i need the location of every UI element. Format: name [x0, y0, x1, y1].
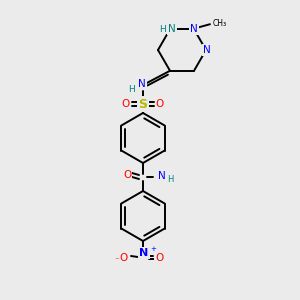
Text: N: N [140, 248, 148, 258]
Text: N: N [190, 24, 198, 34]
Text: N: N [158, 171, 166, 181]
Text: N: N [138, 79, 146, 89]
Text: H: H [167, 176, 173, 184]
Text: O: O [155, 253, 163, 263]
Text: ⁻: ⁻ [115, 256, 119, 266]
Text: +: + [150, 246, 156, 252]
Text: CH₃: CH₃ [213, 19, 227, 28]
Text: O: O [122, 99, 130, 109]
Text: H: H [128, 85, 135, 94]
Text: N: N [168, 24, 176, 34]
Text: O: O [156, 99, 164, 109]
Text: H: H [159, 25, 166, 34]
Text: O: O [120, 253, 128, 263]
Text: N: N [203, 45, 211, 55]
Text: S: S [139, 98, 148, 110]
Text: O: O [123, 170, 131, 180]
